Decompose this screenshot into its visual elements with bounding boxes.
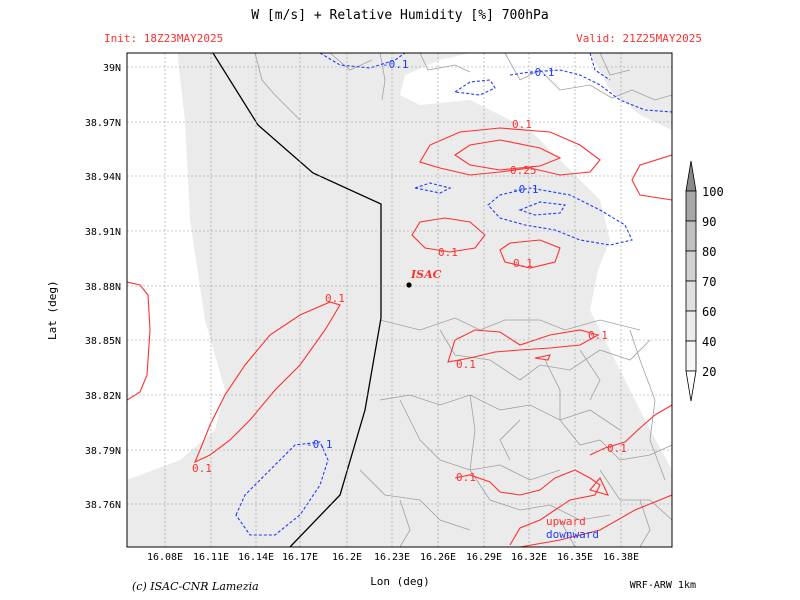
humidity-shade-east [590,53,672,130]
colorbar-label: 100 [702,185,724,199]
x-tick-label: 16.14E [238,552,274,563]
y-tick-label: 38.76N [85,500,121,511]
downward-contours [235,53,672,536]
colorbar-segment [685,190,697,222]
x-tick-label: 16.38E [603,552,639,563]
upward-contour-labels: 0.1 0.25 0.1 0.1 0.1 0.1 0.1 0.1 0.1 [192,118,608,484]
chart-title: W [m/s] + Relative Humidity [%] 700hPa [251,8,549,23]
station-marker [406,282,412,288]
colorbar-segment [685,250,697,282]
x-axis-label: Lon (deg) [370,575,430,588]
contour-label-upward: 0.25 [510,164,537,177]
y-tick-label: 39N [103,63,121,74]
colorbar-label: 20 [702,365,716,379]
colorbar: 100 90 80 70 60 40 20 [685,160,724,402]
colorbar-segment [685,340,697,372]
x-tick-label: 16.29E [466,552,502,563]
y-tick-label: 38.88N [85,282,121,293]
x-tick-label: 16.11E [193,552,229,563]
x-tick-label: 16.32E [511,552,547,563]
colorbar-label: 90 [702,215,716,229]
colorbar-top-arrow [685,160,697,192]
y-tick-labels: 39N 38.97N 38.94N 38.91N 38.88N 38.85N 38.82N 3… [85,63,121,511]
valid-time-label: Valid: 21Z25MAY2025 [576,32,702,45]
colorbar-label: 70 [702,275,716,289]
x-tick-label: 16.08E [147,552,183,563]
colorbar-label: 40 [702,335,716,349]
contour-label-upward: 0.1 [513,257,533,270]
y-tick-label: 38.85N [85,336,121,347]
map-plot-area [127,53,672,547]
contour-label-upward-east: 0.1 [607,442,627,455]
credit-text: (c) ISAC-CNR Lamezia [132,580,259,593]
upward-contours [127,127,672,547]
y-tick-label: 38.79N [85,446,121,457]
colorbar-segment [685,280,697,312]
contour-label-downward: -0.1 [306,438,333,451]
x-tick-label: 16.23E [374,552,410,563]
contour-label-downward: -0.1 [382,58,409,71]
legend-upward: upward [546,515,586,528]
model-label: WRF-ARW 1km [629,580,696,591]
contour-label-downward: -0.1 [528,66,555,79]
contour-label-upward: 0.1 [192,462,212,475]
y-tick-label: 38.97N [85,118,121,129]
init-time-label: Init: 18Z23MAY2025 [104,32,224,45]
contour-label-upward: 0.1 [512,118,532,131]
y-tick-label: 38.91N [85,227,121,238]
colorbar-segment [685,220,697,252]
y-tick-label: 38.94N [85,172,121,183]
contour-label-upward: 0.1 [456,358,476,371]
geography-lines [254,53,672,547]
humidity-shade-main [127,53,672,547]
plot-frame [126,52,673,548]
contour-label-downward: -0.1 [512,183,539,196]
station-label: ISAC [410,268,442,281]
colorbar-bottom-arrow [685,370,697,402]
downward-contour-labels: -0.1 -0.1 -0.1 -0.1 [306,58,555,451]
contour-label-upward: 0.1 [456,471,476,484]
x-tick-label: 16.26E [420,552,456,563]
grid-lines [127,53,672,547]
x-tick-labels: 16.08E 16.11E 16.14E 16.17E 16.2E 16.23E 16.26… [147,552,639,563]
y-tick-label: 38.82N [85,391,121,402]
legend-downward: downward [546,528,599,541]
contour-label-upward: 0.1 [588,329,608,342]
x-tick-label: 16.35E [557,552,593,563]
x-tick-label: 16.17E [282,552,318,563]
colorbar-label: 80 [702,245,716,259]
contour-label-upward: 0.1 [325,292,345,305]
colorbar-label: 60 [702,305,716,319]
contour-label-upward: 0.1 [438,246,458,259]
boundary-line [212,53,382,547]
x-tick-label: 16.2E [332,552,362,563]
colorbar-segment [685,310,697,342]
